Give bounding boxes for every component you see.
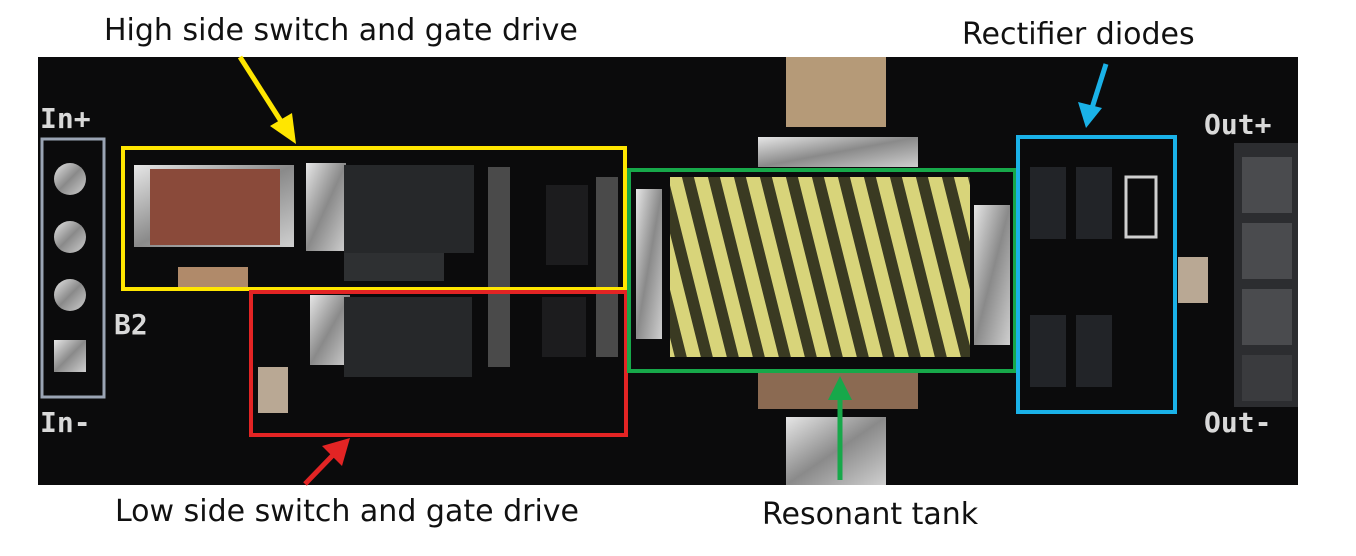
rectifier-label: Rectifier diodes — [962, 17, 1195, 52]
hs-gate-driver — [546, 185, 588, 265]
pcb-photo: In+ In- Out+ Out- B2 — [38, 57, 1298, 485]
hs-switch-tab — [344, 253, 444, 281]
high-side-label: High side switch and gate drive — [104, 13, 578, 48]
tank-left-pad — [636, 189, 662, 339]
tank-capacitors — [758, 369, 918, 409]
low-side-box — [249, 290, 628, 437]
resonant-inductor — [670, 177, 970, 357]
resonant-tank-label: Resonant tank — [762, 497, 979, 532]
rectifier-outline — [1124, 175, 1158, 239]
diode-2 — [1076, 167, 1112, 239]
silk-out-minus: Out- — [1204, 406, 1272, 439]
top-terminal — [786, 57, 886, 127]
diode-3 — [1030, 315, 1066, 387]
via-column — [488, 167, 510, 367]
hs-pad-2 — [306, 163, 346, 251]
tank-right-pads — [974, 205, 1010, 345]
resonant-tank-box — [627, 168, 1017, 373]
diode-4 — [1076, 315, 1112, 387]
input-pin-4 — [54, 340, 86, 372]
output-pin-1 — [1242, 157, 1292, 213]
silk-in-minus: In- — [40, 406, 91, 439]
output-pin-2 — [1242, 223, 1292, 279]
ls-gate-driver — [542, 297, 586, 357]
diode-1 — [1030, 167, 1066, 239]
output-pin-4 — [1242, 355, 1292, 401]
ls-pad — [310, 295, 350, 365]
silk-in-plus: In+ — [40, 102, 91, 135]
via-column-2 — [596, 177, 618, 357]
hs-capacitor — [150, 169, 280, 245]
input-pin-2 — [54, 221, 86, 253]
ls-capacitor — [258, 367, 288, 413]
output-pin-3 — [1242, 289, 1292, 345]
input-connector-outline — [40, 137, 106, 399]
silk-b2: B2 — [114, 308, 148, 341]
ls-gan-switch — [344, 297, 472, 377]
pcb-artwork — [40, 57, 1298, 485]
tank-top-pads — [758, 137, 918, 167]
rectifier-box — [1016, 135, 1177, 414]
input-pin-3 — [54, 279, 86, 311]
high-side-box — [121, 146, 627, 291]
low-side-label: Low side switch and gate drive — [115, 494, 580, 529]
hs-gan-switch — [344, 165, 474, 253]
output-capacitor — [1178, 257, 1208, 303]
input-pin-1 — [54, 163, 86, 195]
bottom-terminal — [786, 417, 886, 485]
silk-out-plus: Out+ — [1204, 108, 1272, 141]
